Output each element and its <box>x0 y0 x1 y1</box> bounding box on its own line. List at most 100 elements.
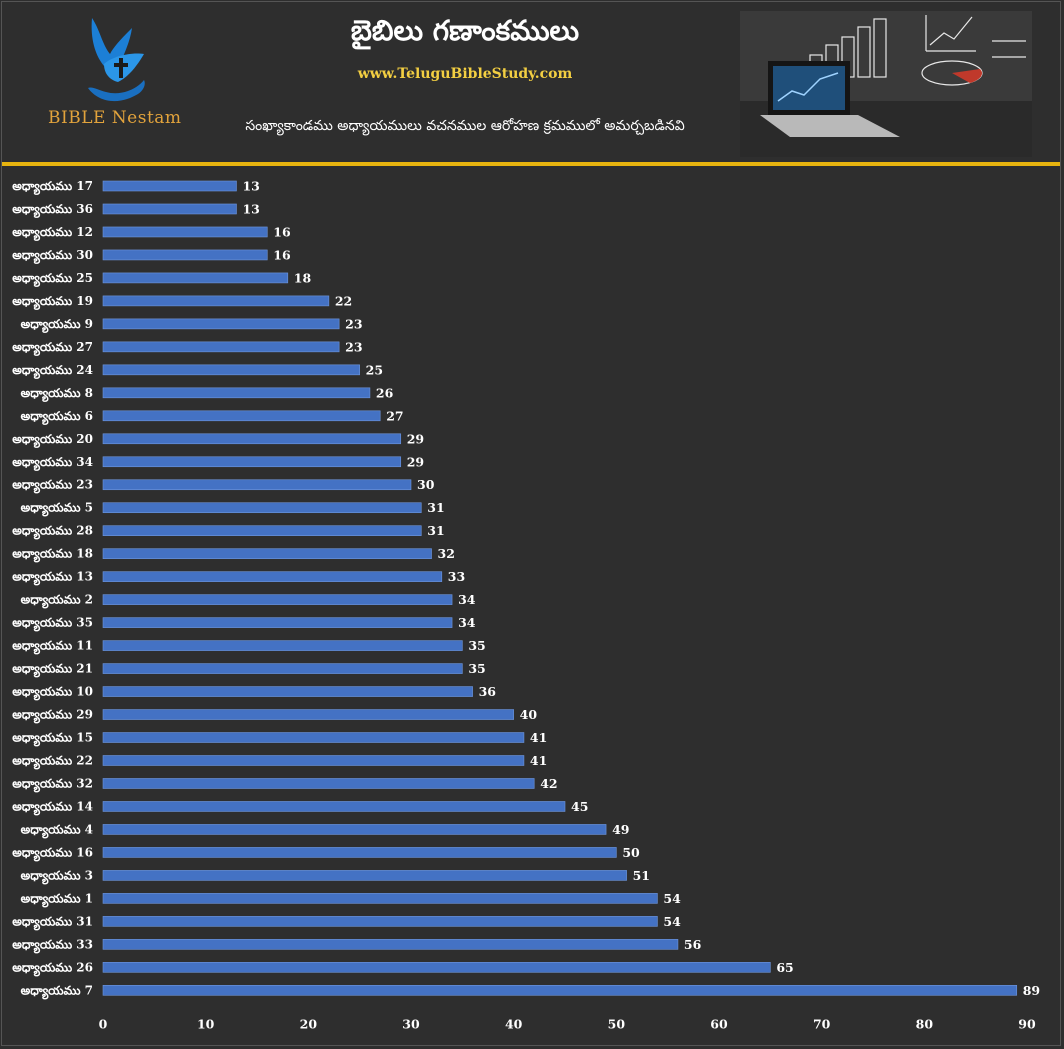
x-tick-label: 40 <box>505 1016 523 1031</box>
bars-layer <box>102 180 1018 996</box>
bar <box>102 571 443 582</box>
data-label: 36 <box>479 684 497 699</box>
data-label: 35 <box>468 638 485 653</box>
x-tick-label: 50 <box>608 1016 626 1031</box>
data-label: 22 <box>335 293 352 308</box>
category-label: అధ్యాయము 33 <box>12 937 93 953</box>
x-tick-label: 20 <box>300 1016 318 1031</box>
data-label: 25 <box>366 362 383 377</box>
bar <box>102 617 453 628</box>
bar <box>102 364 360 376</box>
data-label: 23 <box>345 316 362 331</box>
bar <box>102 962 771 973</box>
data-label: 31 <box>427 523 444 538</box>
category-label: అధ్యాయము 30 <box>12 248 93 264</box>
data-label: 33 <box>448 569 465 584</box>
data-label: 29 <box>407 431 424 446</box>
data-label: 23 <box>345 339 362 354</box>
category-label: అధ్యాయము 8 <box>21 386 93 402</box>
category-label: అధ్యాయము 26 <box>12 960 93 976</box>
data-label: 54 <box>663 891 681 906</box>
data-label: 54 <box>663 914 681 929</box>
x-tick-label: 10 <box>197 1016 215 1031</box>
data-label: 41 <box>530 753 547 768</box>
value-labels: 1313161618222323252627292930313132333434… <box>242 179 1040 998</box>
bar <box>102 916 658 927</box>
dove-cross-hand-icon <box>88 18 145 102</box>
bar <box>102 456 402 468</box>
data-label: 42 <box>540 776 557 791</box>
category-labels: అధ్యాయము 17 అధ్యాయము 36 అధ్యాయము 12 అధ్యాయమ… <box>12 179 93 999</box>
bar <box>102 502 422 514</box>
category-label: అధ్యాయము 29 <box>12 708 93 724</box>
data-label: 41 <box>530 730 547 745</box>
data-label: 13 <box>242 179 259 194</box>
data-label: 18 <box>294 270 312 285</box>
category-label: అధ్యాయము 7 <box>21 983 93 999</box>
header: BIBLE Nestam బైబిలు గణాంకములు www.Telugu… <box>0 0 1064 160</box>
category-label: అధ్యాయము 11 <box>12 639 93 655</box>
data-label: 34 <box>458 592 476 607</box>
data-label: 35 <box>468 661 485 676</box>
website-link[interactable]: www.TeluguBibleStudy.com <box>357 66 573 82</box>
data-label: 30 <box>417 477 435 492</box>
category-label: అధ్యాయము 1 <box>21 891 93 907</box>
bar <box>102 249 268 261</box>
logo-text: BIBLE Nestam <box>48 108 182 128</box>
category-label: అధ్యాయము 25 <box>12 271 93 287</box>
category-label: అధ్యాయము 17 <box>12 179 93 195</box>
data-label: 45 <box>571 799 588 814</box>
bar <box>102 226 268 238</box>
category-label: అధ్యాయము 4 <box>21 822 93 838</box>
category-label: అధ్యాయము 27 <box>12 340 93 356</box>
bar <box>102 525 422 537</box>
bar <box>102 709 514 720</box>
category-label: అధ్యాయము 32 <box>12 776 93 792</box>
header-divider <box>2 162 1060 166</box>
category-label: అధ్యాయము 23 <box>12 478 93 494</box>
category-label: అధ్యాయము 19 <box>12 294 93 310</box>
bar <box>102 479 412 491</box>
bar <box>102 410 381 422</box>
data-label: 32 <box>438 546 455 561</box>
bar <box>102 847 617 858</box>
x-tick-label: 70 <box>813 1016 831 1031</box>
category-label: అధ్యాయము 18 <box>12 547 93 563</box>
bar <box>102 341 340 353</box>
bar <box>102 433 402 445</box>
category-label: అధ్యాయము 6 <box>21 409 93 425</box>
bar <box>102 387 371 399</box>
cross-horizontal <box>114 63 128 67</box>
bar <box>102 640 463 651</box>
data-label: 16 <box>273 247 291 262</box>
data-label: 34 <box>458 615 476 630</box>
category-label: అధ్యాయము 2 <box>21 593 93 609</box>
data-label: 31 <box>427 500 444 515</box>
x-tick-label: 90 <box>1018 1016 1036 1031</box>
bar <box>102 548 432 559</box>
bar <box>102 870 627 881</box>
data-label: 29 <box>407 454 424 469</box>
bar <box>102 318 340 330</box>
bar <box>102 295 330 307</box>
dove-body <box>104 53 144 82</box>
category-label: అధ్యాయము 34 <box>12 455 93 471</box>
bar <box>102 778 535 789</box>
bar <box>102 180 237 192</box>
data-label: 51 <box>633 868 650 883</box>
bar <box>102 755 525 766</box>
bar <box>102 663 463 674</box>
bar <box>102 203 237 215</box>
page-subtitle: సంఖ్యాకాండము అధ్యాయములు వచనముల ఆరోహణ క్ర… <box>245 118 685 134</box>
category-label: అధ్యాయము 13 <box>12 570 93 586</box>
data-label: 65 <box>776 960 793 975</box>
x-axis-tick-labels: 0 10 20 30 40 50 60 70 80 90 <box>99 1016 1036 1031</box>
bar-chart: అధ్యాయము 17 అధ్యాయము 36 అధ్యాయము 12 అధ్యాయమ… <box>12 179 1040 1032</box>
category-label: అధ్యాయము 22 <box>12 754 93 770</box>
category-label: అధ్యాయము 24 <box>12 363 93 379</box>
bar <box>102 732 525 743</box>
category-label: అధ్యాయము 16 <box>12 845 93 861</box>
data-label: 89 <box>1023 983 1040 998</box>
data-label: 26 <box>376 385 394 400</box>
